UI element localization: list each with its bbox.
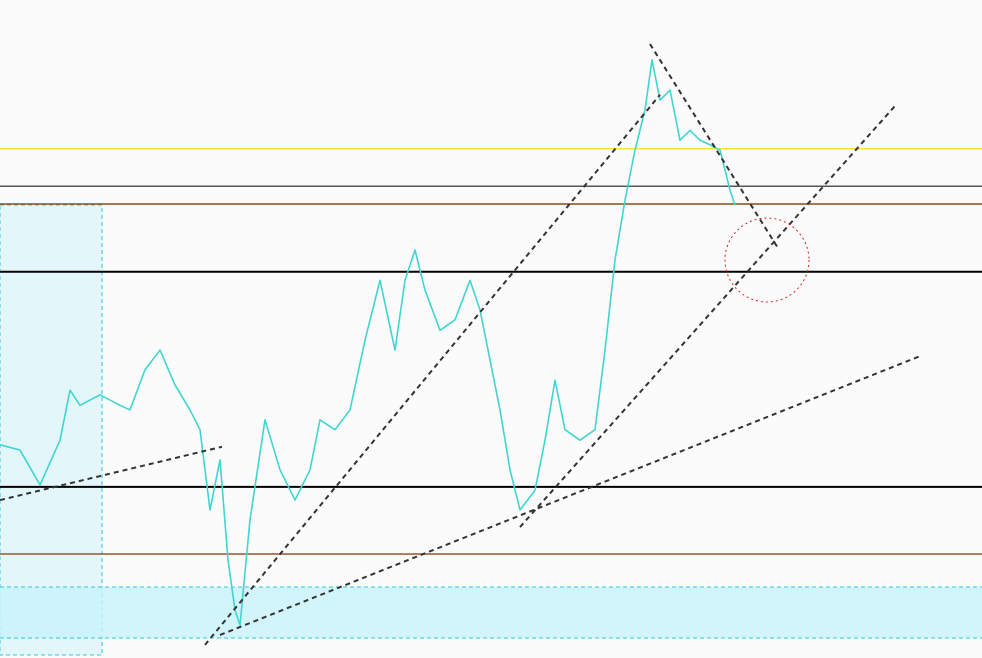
trend-line [204, 94, 661, 646]
zone-band [0, 587, 982, 638]
trend-line [0, 445, 223, 502]
price-line [0, 59, 736, 626]
zone-box [0, 204, 103, 656]
trend-line [649, 43, 779, 249]
highlight-circle [724, 217, 810, 303]
trend-line [519, 105, 896, 528]
